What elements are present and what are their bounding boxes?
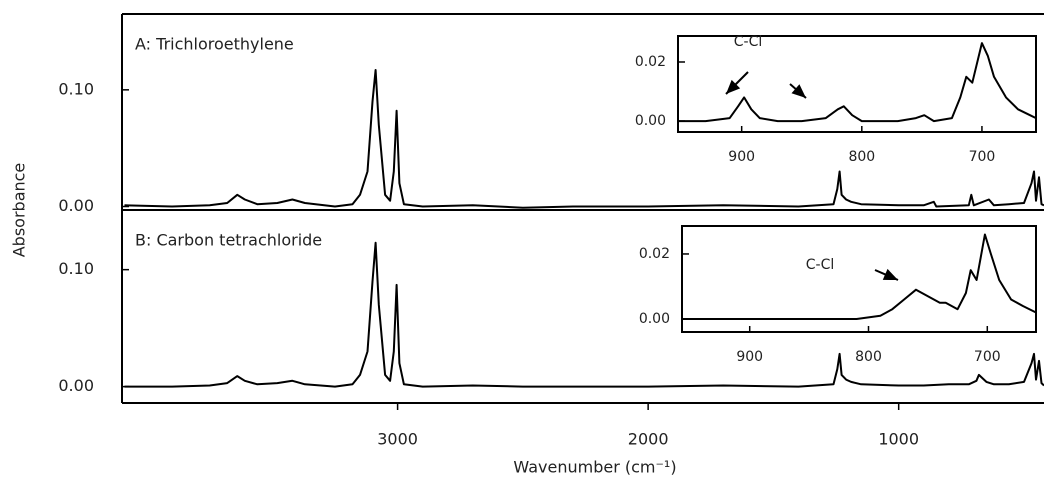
x-axis-label: Wavenumber (cm⁻¹) bbox=[513, 458, 676, 477]
x-tick-label: 700 bbox=[969, 149, 996, 165]
x-tick-label: 700 bbox=[974, 349, 1001, 365]
y-tick-label: 0.02 bbox=[635, 54, 666, 70]
y-tick-label: 0.00 bbox=[58, 376, 94, 395]
x-tick-label: 800 bbox=[855, 349, 882, 365]
y-tick-label: 0.02 bbox=[639, 246, 670, 262]
y-tick-label: 0.00 bbox=[639, 311, 670, 327]
x-tick-label: 1000 bbox=[878, 430, 919, 449]
arrow-head bbox=[882, 268, 898, 280]
y-tick-label: 0.00 bbox=[58, 196, 94, 215]
panel-title: A: Trichloroethylene bbox=[135, 35, 294, 54]
spectrum-line bbox=[124, 241, 1044, 388]
panel-title: B: Carbon tetrachloride bbox=[135, 231, 322, 250]
spectrum-line bbox=[124, 69, 1044, 209]
x-tick-label: 900 bbox=[736, 349, 763, 365]
annotation-arrows bbox=[725, 71, 899, 281]
x-tick-label: 3000 bbox=[377, 430, 418, 449]
y-tick-label: 0.10 bbox=[58, 79, 94, 98]
arrow-head bbox=[791, 84, 806, 98]
annotation: C-Cl bbox=[734, 34, 763, 50]
annotation: C-Cl bbox=[806, 257, 835, 273]
y-tick-label: 0.00 bbox=[635, 113, 666, 129]
x-tick-label: 2000 bbox=[628, 430, 669, 449]
arrow-head bbox=[726, 79, 741, 94]
y-tick-label: 0.10 bbox=[58, 259, 94, 278]
x-tick-label: 900 bbox=[728, 149, 755, 165]
spectrum-line bbox=[678, 42, 1037, 123]
inset-frame bbox=[677, 35, 1037, 133]
spectrum-line bbox=[682, 233, 1037, 320]
y-axis-label: Absorbance bbox=[10, 163, 29, 258]
x-tick-label: 800 bbox=[848, 149, 875, 165]
